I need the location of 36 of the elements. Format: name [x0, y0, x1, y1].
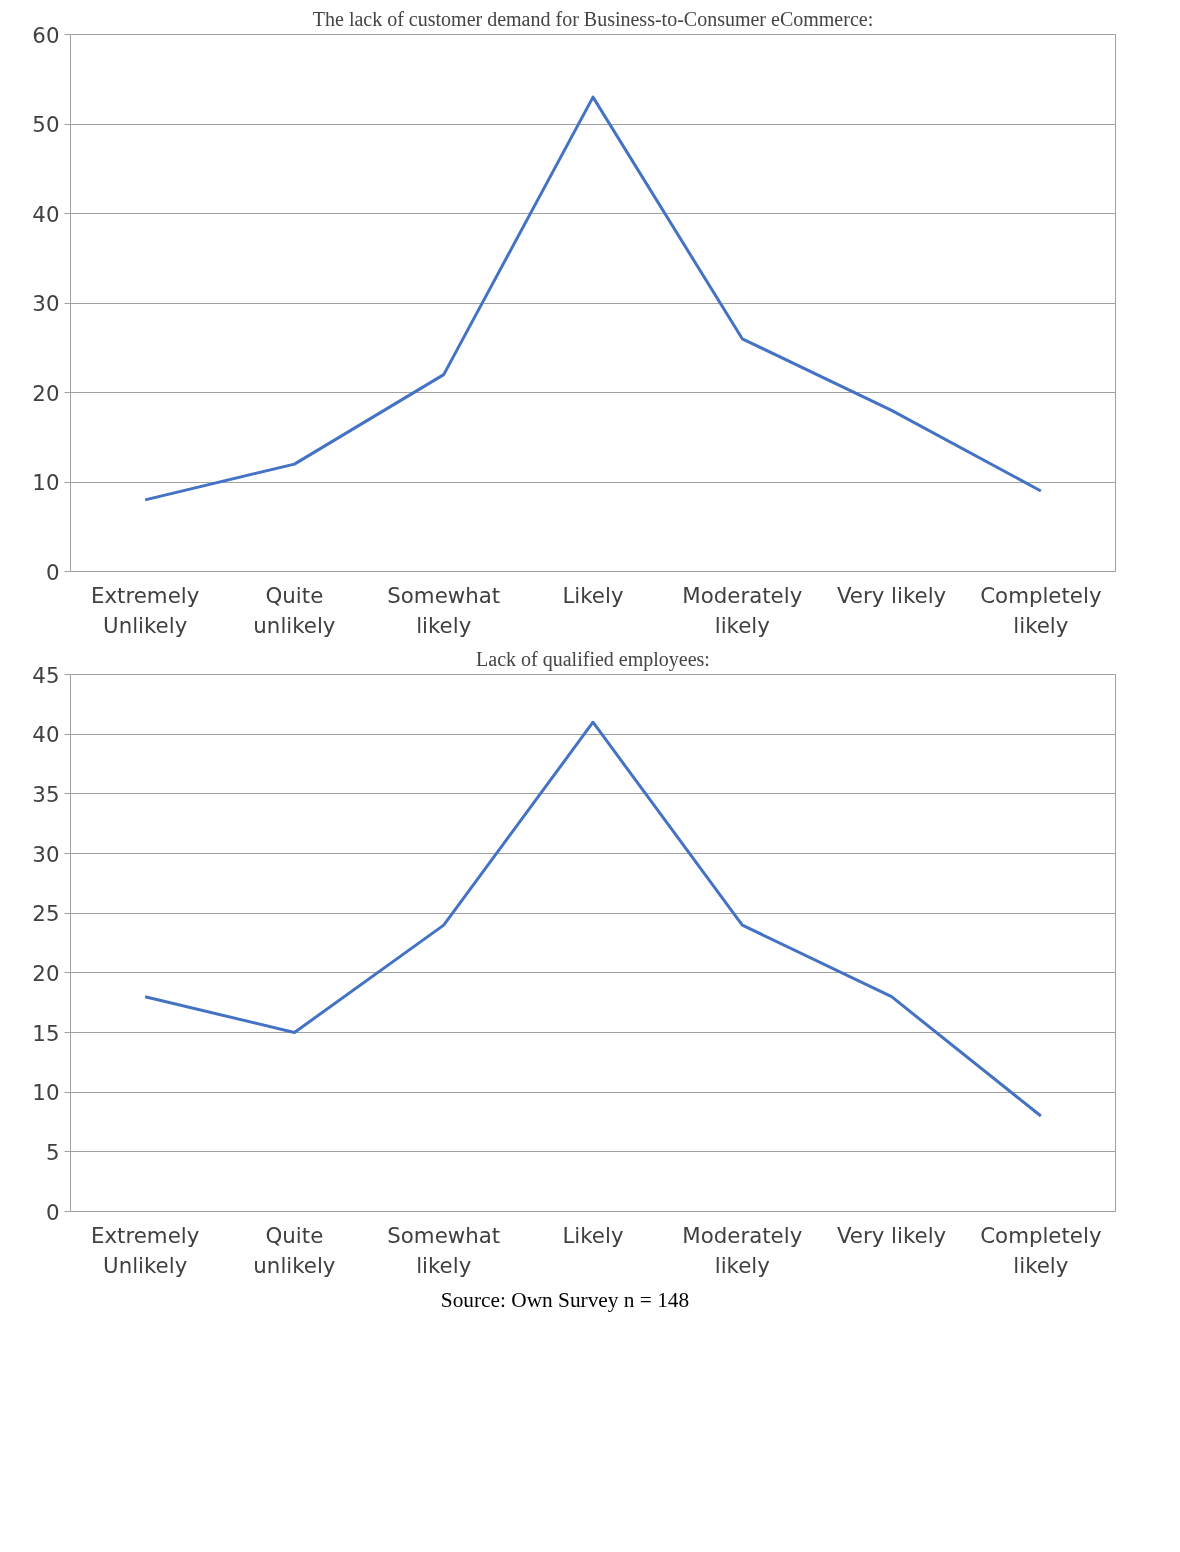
y-tick-label: 30 — [32, 291, 60, 316]
y-tick-label: 50 — [32, 112, 60, 137]
chart-title: The lack of customer demand for Business-to-Consumer eCommerce: — [312, 7, 874, 30]
y-tick-label: 0 — [45, 559, 60, 585]
y-tick-label: 35 — [32, 781, 60, 807]
x-tick-label: Likely — [562, 1222, 624, 1248]
x-tick-label: Moderately likely — [682, 582, 803, 638]
y-tick-label: 5 — [45, 1139, 60, 1165]
y-tick-label: 45 — [32, 662, 60, 688]
y-tick-label: 25 — [32, 901, 60, 927]
y-tick-label: 10 — [32, 470, 60, 495]
x-tick-label: Quite unlikely — [253, 1222, 336, 1278]
x-tick-label: Extremely Unlikely — [90, 1222, 200, 1278]
x-tick-label: Somewhat likely — [387, 582, 501, 638]
x-tick-label: Quite unlikely — [253, 582, 336, 638]
y-tick-label: 20 — [32, 380, 60, 406]
x-tick-label: Completely likely — [980, 582, 1102, 638]
chart-title: Lack of qualified employees: — [476, 647, 710, 671]
y-tick-label: 30 — [32, 841, 60, 867]
line-series — [143, 720, 1043, 1118]
y-tick-label: 0 — [45, 1199, 60, 1225]
x-tick-label: Somewhat likely — [387, 1222, 501, 1278]
x-tick-label: Very likely — [836, 1222, 947, 1248]
y-tick-label: 40 — [32, 201, 60, 227]
y-tick-label: 40 — [32, 722, 60, 748]
y-tick-label: 15 — [32, 1020, 60, 1046]
x-tick-label: Completely likely — [980, 1222, 1102, 1278]
y-tick-label: 10 — [32, 1080, 60, 1106]
x-tick-label: Extremely Unlikely — [90, 582, 200, 638]
y-tick-label: 20 — [32, 960, 60, 986]
line-series — [143, 95, 1043, 502]
x-tick-label: Moderately likely — [682, 1222, 803, 1278]
x-tick-label: Very likely — [836, 582, 947, 608]
x-tick-label: Likely — [562, 582, 624, 608]
source-note: Source: Own Survey n = 148 — [440, 1287, 690, 1314]
y-tick-label: 60 — [32, 22, 60, 48]
